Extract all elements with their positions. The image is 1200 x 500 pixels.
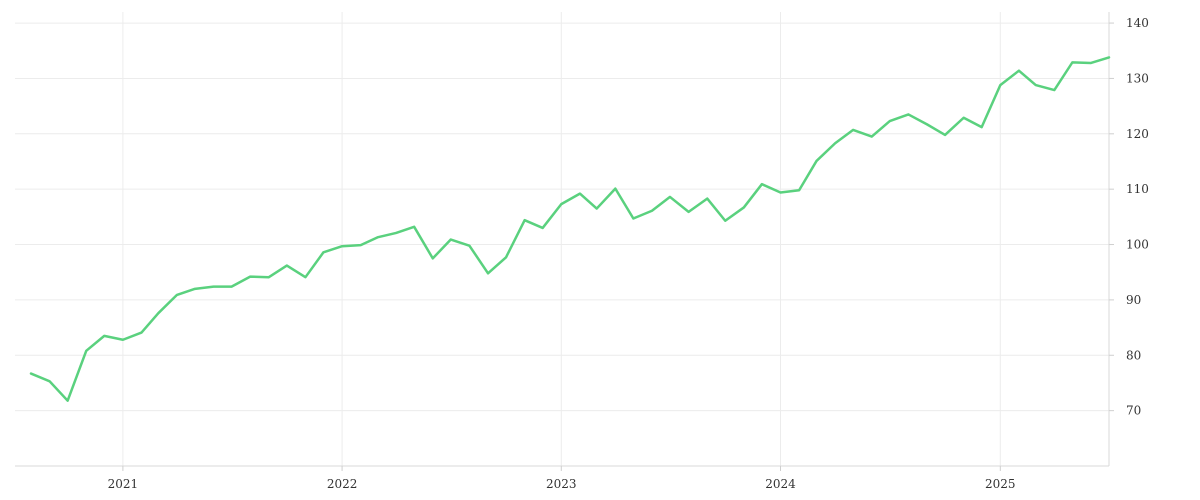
y-tick-label: 70 — [1126, 404, 1141, 418]
y-tick-label: 130 — [1126, 71, 1149, 85]
series-line — [29, 56, 1111, 402]
y-tick-label: 140 — [1126, 16, 1149, 30]
horizontal-gridlines — [15, 22, 1109, 412]
y-axis-ticks: 70 80 90 100 110 120 130 140 — [1109, 16, 1149, 418]
x-tick-label: 2023 — [546, 477, 577, 491]
x-tick-label: 2024 — [765, 477, 796, 491]
y-tick-label: 120 — [1126, 127, 1149, 141]
x-tick-label: 2022 — [327, 477, 358, 491]
vertical-gridlines — [122, 12, 1001, 466]
series-layer — [29, 56, 1111, 402]
y-tick-label: 100 — [1126, 238, 1149, 252]
y-tick-label: 80 — [1126, 348, 1141, 362]
x-axis-ticks: 2021 2022 2023 2024 2025 — [108, 466, 1016, 491]
y-tick-label: 110 — [1126, 182, 1149, 196]
x-tick-label: 2021 — [108, 477, 139, 491]
x-tick-label: 2025 — [985, 477, 1016, 491]
y-tick-label: 90 — [1126, 293, 1141, 307]
